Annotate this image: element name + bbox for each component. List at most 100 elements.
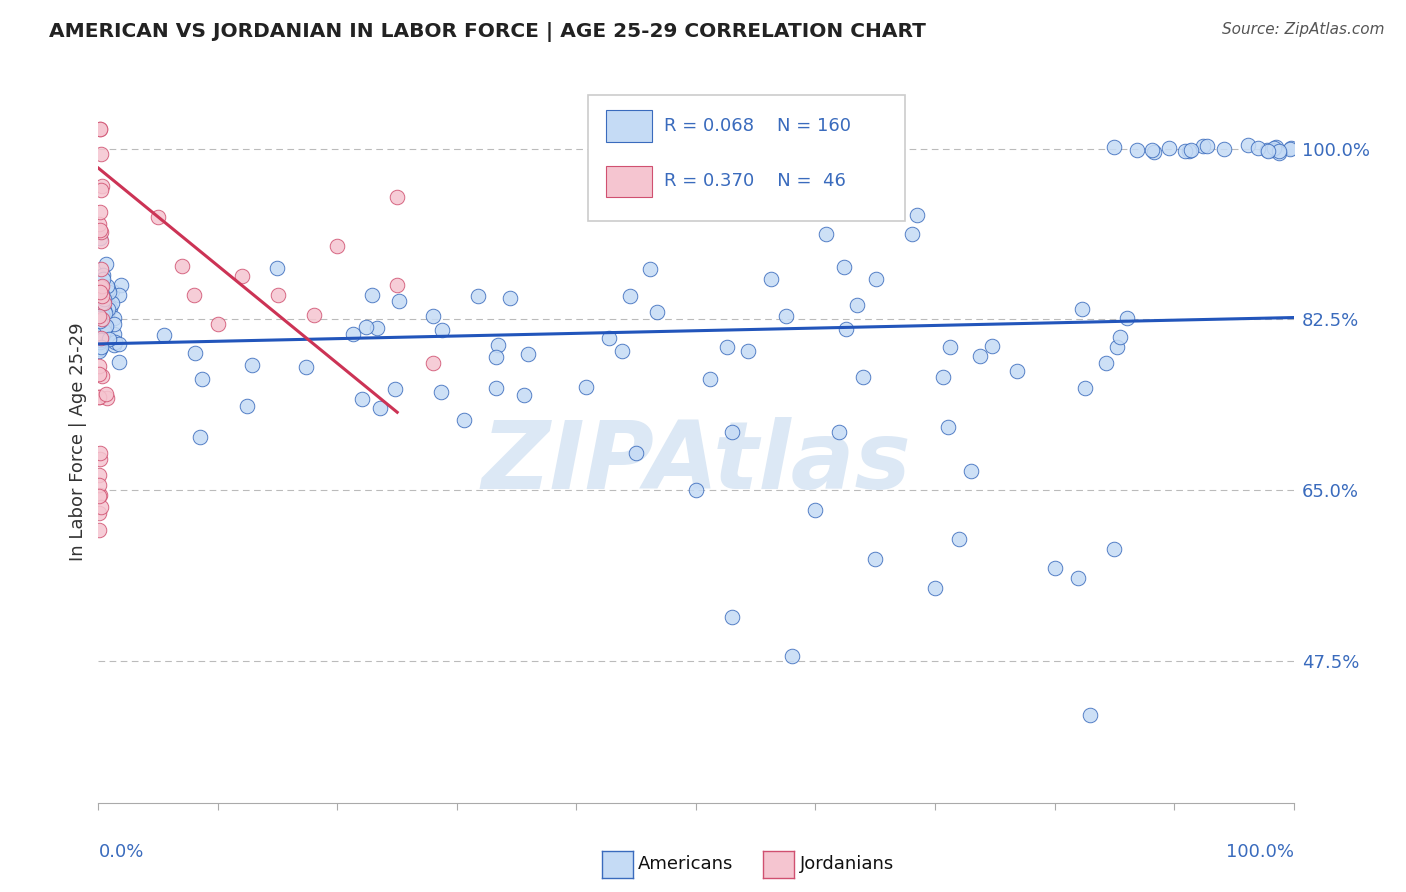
Point: [91, 268, 114, 283]
Point: [89, 489, 111, 503]
Point: [90, 295, 112, 310]
Point: [385, 278, 409, 293]
Bar: [606, 166, 652, 197]
Point: [90, 368, 112, 383]
Point: [90, 307, 112, 321]
Point: [103, 326, 125, 341]
Point: [865, 551, 887, 566]
Point: [91, 292, 114, 306]
Point: [94, 387, 117, 401]
Text: AMERICAN VS JORDANIAN IN LABOR FORCE | AGE 25-29 CORRELATION CHART: AMERICAN VS JORDANIAN IN LABOR FORCE | A…: [49, 22, 927, 42]
Point: [89, 273, 111, 287]
Point: [89, 314, 111, 328]
Point: [384, 382, 406, 396]
Point: [1261, 143, 1284, 157]
Point: [924, 581, 946, 595]
Point: [91, 332, 114, 346]
Point: [804, 503, 827, 517]
Point: [89, 294, 111, 309]
Point: [610, 343, 633, 358]
Point: [1104, 140, 1126, 154]
Point: [720, 425, 742, 439]
Point: [699, 372, 721, 386]
Point: [1109, 330, 1132, 344]
Point: [90, 280, 112, 294]
Point: [98, 301, 121, 315]
Point: [93, 293, 115, 307]
Point: [638, 262, 661, 277]
Point: [89, 334, 111, 349]
Point: [89, 391, 111, 405]
Point: [780, 649, 803, 664]
Point: [94, 309, 117, 323]
Point: [97, 332, 120, 346]
Point: [1074, 381, 1097, 395]
Point: [236, 399, 259, 413]
Point: [453, 413, 475, 427]
Point: [1043, 561, 1066, 575]
Point: [721, 610, 744, 624]
Point: [98, 300, 121, 314]
Point: [1268, 146, 1291, 161]
Text: Jordanians: Jordanians: [800, 855, 894, 873]
Point: [645, 305, 668, 319]
Point: [350, 392, 373, 406]
Point: [96, 308, 118, 322]
Y-axis label: In Labor Force | Age 25-29: In Labor Force | Age 25-29: [69, 322, 87, 561]
Point: [513, 387, 536, 401]
Point: [1256, 143, 1278, 157]
Point: [815, 227, 838, 242]
Text: 100.0%: 100.0%: [1226, 843, 1294, 861]
Point: [89, 223, 111, 237]
Point: [172, 259, 194, 273]
Text: R = 0.068    N = 160: R = 0.068 N = 160: [664, 117, 851, 135]
Point: [90, 234, 112, 248]
Point: [626, 446, 648, 460]
Point: [87, 324, 110, 338]
Text: Source: ZipAtlas.com: Source: ZipAtlas.com: [1222, 22, 1385, 37]
Point: [1279, 142, 1302, 156]
Point: [385, 190, 409, 204]
Point: [1095, 356, 1118, 370]
Point: [598, 331, 620, 345]
Point: [89, 279, 111, 293]
Point: [89, 285, 111, 300]
FancyBboxPatch shape: [589, 95, 905, 221]
Point: [485, 381, 508, 395]
Point: [110, 277, 132, 292]
Point: [191, 372, 214, 386]
Point: [1279, 141, 1302, 155]
Point: [103, 317, 125, 331]
Point: [1116, 311, 1139, 326]
Point: [89, 488, 111, 502]
Point: [89, 446, 111, 460]
Point: [90, 330, 112, 344]
Point: [87, 311, 110, 326]
Point: [326, 239, 349, 253]
Point: [467, 288, 489, 302]
Point: [422, 356, 444, 370]
Point: [89, 205, 111, 219]
Point: [89, 310, 111, 324]
Point: [87, 507, 110, 521]
Point: [1007, 364, 1029, 378]
Text: 0.0%: 0.0%: [98, 843, 143, 861]
Point: [90, 293, 112, 308]
Point: [91, 272, 114, 286]
Point: [91, 288, 114, 302]
Point: [517, 346, 540, 360]
Point: [1104, 541, 1126, 556]
Point: [388, 293, 411, 308]
Point: [97, 285, 120, 299]
Point: [90, 262, 112, 277]
Point: [575, 380, 598, 394]
Point: [89, 451, 111, 466]
Point: [93, 302, 115, 317]
Point: [846, 298, 869, 312]
Point: [90, 225, 112, 239]
Point: [91, 318, 114, 332]
Point: [90, 500, 112, 515]
Point: [148, 210, 170, 224]
Point: [294, 359, 316, 374]
Point: [737, 343, 759, 358]
